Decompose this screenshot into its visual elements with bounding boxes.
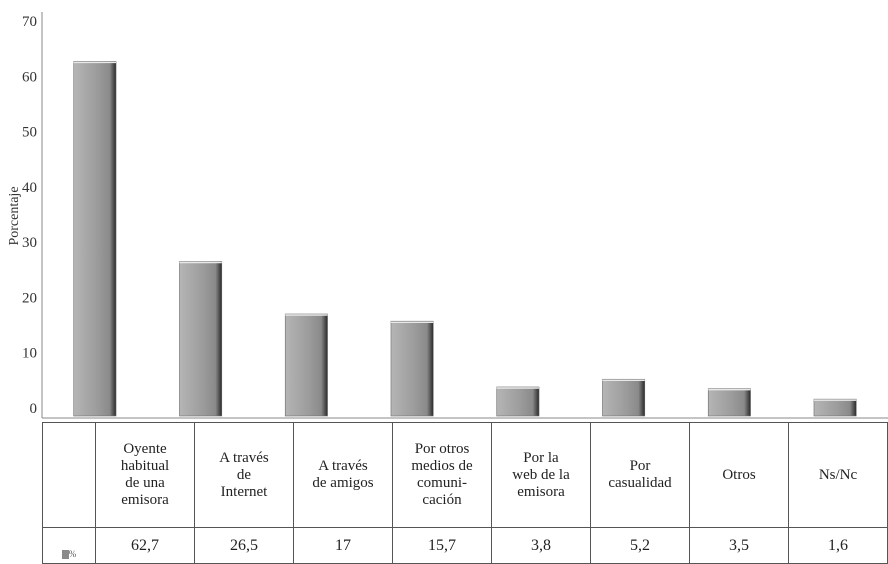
legend-key: % — [42, 527, 96, 564]
y-tick-label: 30 — [22, 235, 37, 251]
bar — [496, 386, 540, 417]
bar-chart: Porcentaje 0 10 20 30 40 50 60 70 — [7, 12, 888, 419]
legend-label: % — [68, 548, 77, 559]
category-cell: Por casualidad — [590, 422, 690, 528]
value-cell: 5,2 — [590, 527, 690, 564]
bar — [284, 313, 328, 417]
category-cell: Otros — [689, 422, 789, 528]
category-cell: Oyente habitual de una emisora — [95, 422, 195, 528]
value-cell: 62,7 — [95, 527, 195, 564]
bar — [813, 398, 857, 417]
y-tick-label: 10 — [22, 346, 37, 362]
value-cell: 1,6 — [788, 527, 888, 564]
y-tick-label: 50 — [22, 125, 37, 141]
y-tick-label: 0 — [30, 401, 38, 417]
category-cell: A través de Internet — [194, 422, 294, 528]
category-cell: Ns/Nc — [788, 422, 888, 528]
bar — [390, 320, 434, 417]
bar — [73, 61, 117, 417]
value-cell: 26,5 — [194, 527, 294, 564]
value-cell: 15,7 — [392, 527, 492, 564]
category-row: Oyente habitual de una emisora A través d… — [42, 422, 888, 528]
table-corner-cell — [42, 422, 96, 528]
category-cell: A través de amigos — [293, 422, 393, 528]
y-tick-label: 20 — [22, 290, 37, 306]
category-cell: Por la web de la emisora — [491, 422, 591, 528]
bar — [707, 388, 751, 417]
bar — [179, 261, 223, 417]
legend-swatch — [61, 549, 69, 559]
bar — [602, 378, 646, 417]
value-row: % 62,7 26,5 17 15,7 3,8 5,2 3,5 1,6 — [42, 527, 888, 564]
value-cell: 17 — [293, 527, 393, 564]
category-cell: Por otros medios de comuni- cación — [392, 422, 492, 528]
value-cell: 3,8 — [491, 527, 591, 564]
y-axis-label: Porcentaje — [7, 186, 22, 245]
value-cell: 3,5 — [689, 527, 789, 564]
y-tick-label: 40 — [22, 180, 37, 196]
y-tick-label: 60 — [22, 69, 37, 85]
data-table: Oyente habitual de una emisora A través d… — [42, 422, 888, 564]
y-tick-label: 70 — [22, 14, 37, 30]
